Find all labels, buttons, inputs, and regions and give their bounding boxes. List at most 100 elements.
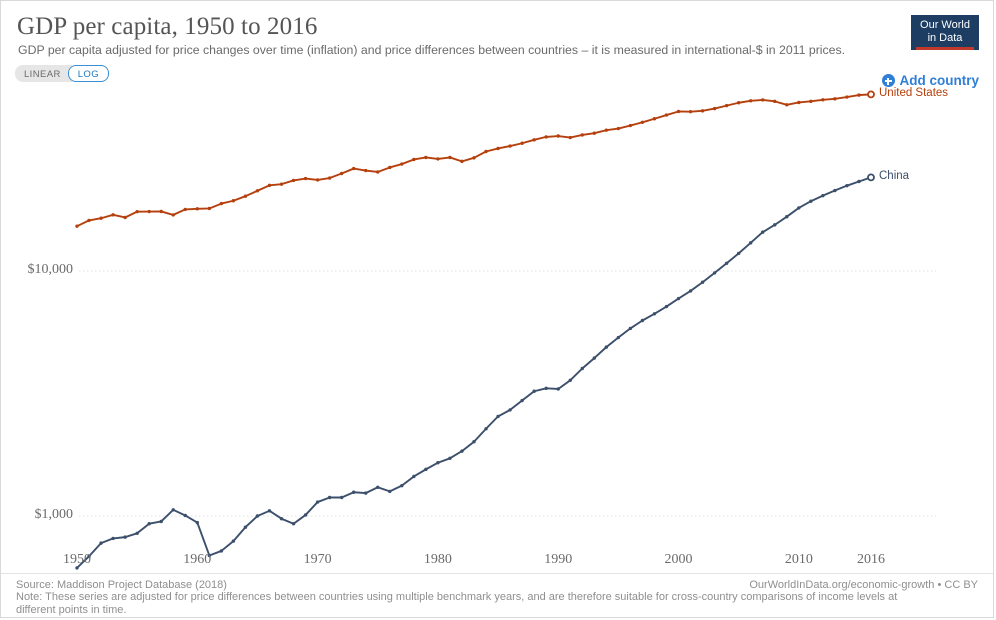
data-point[interactable] — [267, 183, 272, 188]
data-point[interactable] — [508, 408, 512, 412]
data-point[interactable] — [219, 549, 224, 553]
data-point[interactable] — [267, 509, 272, 513]
data-point[interactable] — [556, 134, 560, 138]
data-point[interactable] — [628, 326, 633, 331]
data-point[interactable] — [520, 398, 524, 403]
data-point[interactable] — [171, 213, 175, 217]
data-point[interactable] — [496, 146, 500, 151]
data-point[interactable] — [219, 201, 224, 206]
data-point[interactable] — [315, 500, 320, 504]
data-point[interactable] — [388, 489, 392, 494]
data-point[interactable] — [532, 138, 536, 142]
data-point[interactable] — [255, 189, 260, 193]
data-point[interactable] — [436, 461, 440, 465]
data-point[interactable] — [460, 159, 464, 164]
data-point[interactable] — [352, 166, 356, 171]
data-point[interactable] — [424, 467, 428, 472]
data-point[interactable] — [195, 520, 199, 525]
attribution-text[interactable]: OurWorldInData.org/economic-growth • CC … — [749, 579, 978, 591]
data-point[interactable] — [99, 216, 103, 220]
data-point[interactable] — [376, 170, 380, 174]
data-point[interactable] — [243, 194, 248, 198]
data-point[interactable] — [135, 531, 139, 535]
data-point[interactable] — [736, 251, 741, 256]
data-point[interactable] — [580, 133, 584, 137]
data-point[interactable] — [460, 449, 464, 453]
data-point[interactable] — [724, 261, 729, 265]
data-point[interactable] — [448, 456, 452, 460]
data-point[interactable] — [412, 474, 416, 479]
series-label-united-states[interactable]: United States — [879, 87, 949, 100]
data-point[interactable] — [724, 103, 729, 108]
data-point[interactable] — [628, 123, 633, 128]
data-point[interactable] — [448, 155, 452, 160]
data-point[interactable] — [364, 168, 368, 173]
data-point[interactable] — [412, 157, 416, 162]
data-point[interactable] — [664, 304, 669, 309]
data-point[interactable] — [508, 144, 512, 148]
data-point[interactable] — [376, 485, 380, 489]
data-point[interactable] — [111, 536, 115, 541]
data-point[interactable] — [243, 525, 248, 529]
data-point[interactable] — [592, 356, 596, 360]
data-point[interactable] — [544, 135, 548, 139]
data-point[interactable] — [231, 199, 236, 203]
data-point[interactable] — [676, 109, 681, 114]
data-point[interactable] — [857, 179, 861, 184]
data-point[interactable] — [291, 522, 296, 526]
data-point[interactable] — [183, 513, 187, 518]
data-point[interactable] — [652, 117, 657, 121]
data-point[interactable] — [761, 98, 765, 102]
data-point[interactable] — [556, 387, 560, 391]
data-point[interactable] — [388, 165, 392, 170]
data-point[interactable] — [749, 241, 753, 245]
data-point[interactable] — [159, 519, 163, 524]
data-point[interactable] — [327, 495, 332, 500]
data-point[interactable] — [616, 335, 621, 340]
data-point[interactable] — [797, 206, 801, 210]
data-point[interactable] — [400, 162, 404, 166]
data-point[interactable] — [688, 289, 693, 293]
data-point[interactable] — [520, 141, 524, 145]
data-point[interactable] — [327, 176, 332, 180]
data-point[interactable] — [496, 414, 500, 419]
data-point[interactable] — [821, 193, 825, 198]
data-point[interactable] — [736, 101, 741, 105]
data-point[interactable] — [845, 95, 849, 99]
data-point[interactable] — [183, 207, 187, 212]
data-point[interactable] — [279, 516, 284, 521]
series-endpoint-marker[interactable] — [867, 90, 875, 99]
data-point[interactable] — [833, 188, 837, 193]
data-point[interactable] — [484, 149, 488, 154]
data-point[interactable] — [339, 171, 344, 176]
data-point[interactable] — [676, 296, 681, 301]
data-point[interactable] — [712, 271, 717, 275]
data-point[interactable] — [809, 199, 813, 203]
data-point[interactable] — [315, 178, 320, 182]
data-point[interactable] — [303, 513, 308, 517]
data-point[interactable] — [364, 491, 368, 495]
data-point[interactable] — [833, 97, 837, 101]
data-point[interactable] — [472, 156, 476, 160]
series-endpoint-marker[interactable] — [867, 173, 875, 182]
data-point[interactable] — [135, 209, 139, 214]
data-point[interactable] — [87, 554, 91, 558]
data-point[interactable] — [472, 440, 476, 444]
data-point[interactable] — [773, 223, 777, 227]
data-point[interactable] — [123, 215, 127, 220]
data-point[interactable] — [484, 427, 488, 431]
data-point[interactable] — [207, 553, 212, 558]
data-point[interactable] — [436, 157, 440, 161]
series-label-china[interactable]: China — [879, 170, 910, 183]
data-point[interactable] — [424, 155, 428, 160]
data-point[interactable] — [688, 109, 693, 114]
data-point[interactable] — [255, 514, 260, 518]
data-point[interactable] — [712, 106, 717, 111]
data-point[interactable] — [87, 218, 91, 223]
data-point[interactable] — [400, 483, 404, 488]
data-point[interactable] — [544, 386, 548, 391]
data-point[interactable] — [592, 131, 596, 135]
data-point[interactable] — [700, 109, 705, 113]
data-point[interactable] — [604, 128, 609, 132]
data-point[interactable] — [809, 99, 813, 104]
